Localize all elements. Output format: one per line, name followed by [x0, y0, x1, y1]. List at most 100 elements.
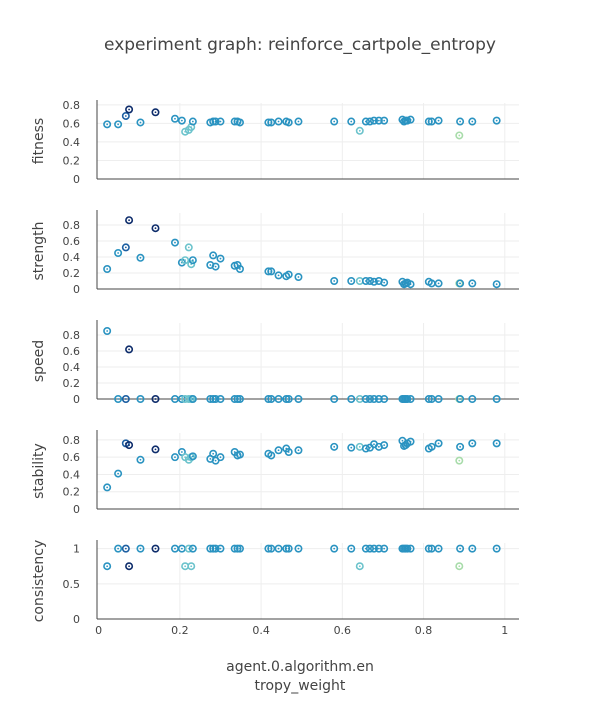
- speed-point[interactable]: [380, 394, 389, 403]
- fitness-point[interactable]: [380, 116, 389, 125]
- strength-point[interactable]: [284, 270, 293, 279]
- stability-point[interactable]: [427, 442, 436, 451]
- fitness-point[interactable]: [347, 117, 356, 126]
- stability-point[interactable]: [170, 453, 179, 462]
- consistency-point[interactable]: [121, 544, 130, 553]
- speed-point[interactable]: [284, 394, 293, 403]
- fitness-point[interactable]: [177, 116, 186, 125]
- speed-point[interactable]: [330, 394, 339, 403]
- stability-point[interactable]: [114, 469, 123, 478]
- strength-point[interactable]: [267, 267, 276, 276]
- strength-point[interactable]: [181, 256, 190, 265]
- consistency-point[interactable]: [434, 544, 443, 553]
- stability-point[interactable]: [136, 455, 145, 464]
- strength-point[interactable]: [114, 249, 123, 258]
- fitness-point[interactable]: [267, 118, 276, 127]
- fitness-point[interactable]: [456, 117, 465, 126]
- stability-point[interactable]: [151, 445, 160, 454]
- strength-point[interactable]: [434, 279, 443, 288]
- consistency-point[interactable]: [347, 544, 356, 553]
- strength-point[interactable]: [170, 238, 179, 247]
- consistency-point[interactable]: [151, 544, 160, 553]
- speed-point[interactable]: [211, 394, 220, 403]
- strength-point[interactable]: [125, 216, 134, 225]
- fitness-point[interactable]: [114, 120, 123, 129]
- stability-point[interactable]: [456, 442, 465, 451]
- stability-point[interactable]: [209, 449, 218, 458]
- stability-point[interactable]: [347, 443, 356, 452]
- stability-point[interactable]: [235, 450, 244, 459]
- strength-point[interactable]: [274, 271, 283, 280]
- fitness-point[interactable]: [455, 131, 464, 140]
- consistency-point[interactable]: [274, 544, 283, 553]
- stability-point[interactable]: [361, 444, 370, 453]
- speed-point[interactable]: [151, 394, 160, 403]
- consistency-point[interactable]: [294, 544, 303, 553]
- fitness-point[interactable]: [170, 114, 179, 123]
- fitness-point[interactable]: [211, 117, 220, 126]
- stability-point[interactable]: [103, 483, 112, 492]
- stability-point[interactable]: [125, 441, 134, 450]
- strength-point[interactable]: [347, 276, 356, 285]
- consistency-point[interactable]: [468, 544, 477, 553]
- consistency-point[interactable]: [125, 562, 134, 571]
- consistency-point[interactable]: [216, 544, 225, 553]
- speed-point[interactable]: [406, 394, 415, 403]
- speed-point[interactable]: [468, 394, 477, 403]
- stability-point[interactable]: [434, 439, 443, 448]
- speed-point[interactable]: [103, 326, 112, 335]
- consistency-point[interactable]: [406, 544, 415, 553]
- fitness-point[interactable]: [468, 117, 477, 126]
- consistency-point[interactable]: [211, 544, 220, 553]
- fitness-point[interactable]: [406, 115, 415, 124]
- consistency-point[interactable]: [374, 544, 383, 553]
- strength-point[interactable]: [468, 279, 477, 288]
- fitness-point[interactable]: [355, 126, 364, 135]
- fitness-point[interactable]: [235, 118, 244, 127]
- consistency-point[interactable]: [136, 544, 145, 553]
- consistency-point[interactable]: [187, 562, 196, 571]
- speed-point[interactable]: [235, 394, 244, 403]
- fitness-point[interactable]: [294, 117, 303, 126]
- consistency-point[interactable]: [235, 544, 244, 553]
- speed-point[interactable]: [492, 394, 501, 403]
- speed-point[interactable]: [216, 394, 225, 403]
- stability-point[interactable]: [188, 452, 197, 461]
- fitness-point[interactable]: [374, 116, 383, 125]
- speed-point[interactable]: [347, 394, 356, 403]
- stability-point[interactable]: [267, 451, 276, 460]
- consistency-point[interactable]: [355, 562, 364, 571]
- stability-point[interactable]: [294, 446, 303, 455]
- strength-point[interactable]: [235, 264, 244, 273]
- speed-point[interactable]: [456, 394, 465, 403]
- consistency-point[interactable]: [370, 544, 379, 553]
- fitness-point[interactable]: [365, 117, 374, 126]
- strength-point[interactable]: [187, 260, 196, 269]
- strength-point[interactable]: [456, 279, 465, 288]
- strength-point[interactable]: [492, 280, 501, 289]
- strength-point[interactable]: [121, 243, 130, 252]
- speed-point[interactable]: [294, 394, 303, 403]
- consistency-point[interactable]: [267, 544, 276, 553]
- consistency-point[interactable]: [455, 562, 464, 571]
- strength-point[interactable]: [188, 256, 197, 265]
- speed-point[interactable]: [188, 394, 197, 403]
- stability-point[interactable]: [284, 447, 293, 456]
- fitness-point[interactable]: [103, 120, 112, 129]
- strength-point[interactable]: [184, 243, 193, 252]
- fitness-point[interactable]: [216, 117, 225, 126]
- speed-point[interactable]: [136, 394, 145, 403]
- stability-point[interactable]: [492, 439, 501, 448]
- strength-point[interactable]: [211, 262, 220, 271]
- stability-point[interactable]: [468, 439, 477, 448]
- consistency-point[interactable]: [284, 544, 293, 553]
- speed-point[interactable]: [374, 394, 383, 403]
- stability-point[interactable]: [216, 453, 225, 462]
- fitness-point[interactable]: [125, 105, 134, 114]
- strength-point[interactable]: [370, 277, 379, 286]
- consistency-point[interactable]: [380, 544, 389, 553]
- fitness-point[interactable]: [151, 108, 160, 117]
- speed-point[interactable]: [114, 394, 123, 403]
- stability-point[interactable]: [455, 456, 464, 465]
- consistency-point[interactable]: [492, 544, 501, 553]
